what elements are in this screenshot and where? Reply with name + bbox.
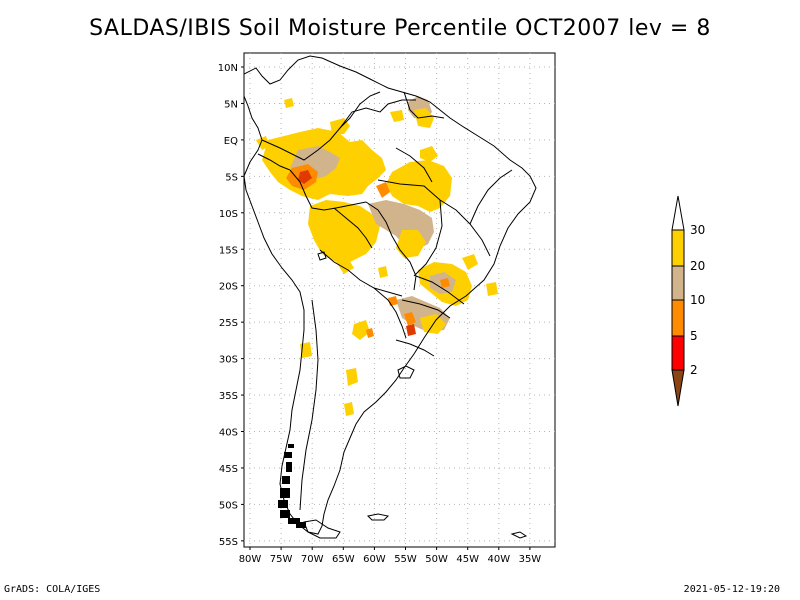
border-uruguay [395, 339, 435, 357]
fjord-mark [282, 476, 290, 484]
fjord-mark [288, 444, 294, 448]
map-title: SALDAS/IBIS Soil Moisture Percentile OCT… [89, 16, 711, 41]
fjord-mark [288, 518, 300, 524]
tierra-del-fuego [303, 519, 341, 539]
lon-label: 35W [519, 554, 542, 565]
border-ecuador [257, 153, 291, 171]
field-patch-orange [376, 182, 390, 198]
field-patch-yellow [346, 368, 358, 386]
border-venezuela [339, 99, 416, 129]
colorbar-label: 5 [690, 329, 698, 343]
lon-label: 45W [456, 554, 479, 565]
falkland-islands [366, 513, 390, 521]
field-patch-yellow [396, 230, 426, 258]
field-patch-yellow [336, 258, 354, 274]
latitude-labels: 10N 5N EQ 5S 10S 15S 20S 25S 30S 35S 40S 45S 50S 55S [218, 63, 244, 548]
lat-label: 30S [219, 355, 238, 366]
lat-label: 45S [219, 464, 238, 475]
lake [317, 251, 327, 261]
footer-timestamp: 2021-05-12-19:20 [683, 584, 780, 595]
field-patch-yellow [284, 98, 294, 108]
field-patch-yellow [462, 254, 478, 270]
south-georgia [510, 531, 528, 539]
border-paraguay [373, 287, 407, 339]
chile-fjords [278, 444, 306, 528]
border-brazil-states-4 [415, 275, 465, 305]
border-colombia [261, 91, 381, 161]
colorbar-top-triangle [671, 195, 685, 231]
field-patch-yellow [256, 136, 270, 150]
field-patch-yellow [414, 108, 434, 128]
border-chile-argentina [299, 299, 319, 511]
field-patch-orange [404, 312, 416, 326]
field-patch-yellow [344, 402, 354, 416]
lat-label: 50S [219, 500, 238, 511]
border-brazil-states-2 [413, 199, 443, 277]
coastline [244, 55, 537, 539]
lon-label: 40W [487, 554, 510, 565]
lon-label: 75W [270, 554, 293, 565]
lat-label: 10N [218, 63, 238, 74]
lat-label: 55S [219, 537, 238, 548]
lake [397, 365, 415, 379]
lat-label: 20S [219, 282, 238, 293]
footer-credit: GrADS: COLA/IGES [4, 584, 101, 595]
border-brazil-states-7 [333, 207, 373, 249]
field-patch-red [406, 324, 416, 336]
fjord-mark [296, 522, 306, 528]
fjord-mark [278, 500, 288, 508]
colorbar-swatch-5-10 [671, 299, 685, 337]
colorbar-label: 10 [690, 293, 705, 307]
field-patch-yellow [308, 200, 380, 262]
field-patch-orange [366, 328, 374, 338]
colorbar-swatch-2-5 [671, 335, 685, 371]
colorbar-swatch-10-20 [671, 265, 685, 301]
border-peru-brazil [289, 169, 367, 211]
border-brazil-bolivia [365, 201, 417, 291]
field-patch-yellow [378, 266, 388, 278]
border-guyana [403, 91, 445, 119]
border-bolivia-south [319, 249, 403, 297]
longitude-labels: 80W 75W 70W 65W 60W 55W 50W 45W 40W 35W [239, 547, 542, 565]
lat-label: 40S [219, 428, 238, 439]
fjord-mark [280, 488, 290, 498]
border-brazil-states-3 [469, 169, 513, 225]
field-patch-orange [440, 278, 450, 288]
field-patch-yellow [300, 342, 312, 358]
field-patch-yellow [486, 282, 498, 296]
lon-label: 50W [425, 554, 448, 565]
colorbar: 30 20 10 5 2 [671, 195, 705, 407]
field-patch-yellow [420, 146, 438, 162]
lat-label: 5N [224, 99, 238, 110]
border-brazil-states [377, 179, 491, 257]
border-brazil-states-5 [401, 299, 451, 319]
lon-label: 60W [363, 554, 386, 565]
colorbar-bottom-triangle [671, 369, 685, 407]
field-patch-yellow [352, 320, 370, 340]
lon-label: 70W [301, 554, 324, 565]
fjord-mark [284, 452, 292, 458]
lat-label: 5S [225, 172, 238, 183]
border-brazil-states-6 [395, 147, 433, 183]
lat-label: 10S [219, 209, 238, 220]
lat-label: 25S [219, 318, 238, 329]
colorbar-label: 30 [690, 223, 705, 237]
lon-label: 55W [394, 554, 417, 565]
lat-label: 15S [219, 245, 238, 256]
fjord-mark [280, 510, 290, 518]
field-patch-yellow [390, 110, 404, 122]
colorbar-label: 20 [690, 259, 705, 273]
lat-label: EQ [224, 136, 238, 147]
lon-label: 80W [239, 554, 262, 565]
lat-label: 35S [219, 391, 238, 402]
colorbar-swatch-20-30 [671, 229, 685, 267]
fjord-mark [286, 462, 292, 472]
colorbar-label: 2 [690, 363, 698, 377]
field-patch-red [298, 170, 312, 184]
lon-label: 65W [332, 554, 355, 565]
